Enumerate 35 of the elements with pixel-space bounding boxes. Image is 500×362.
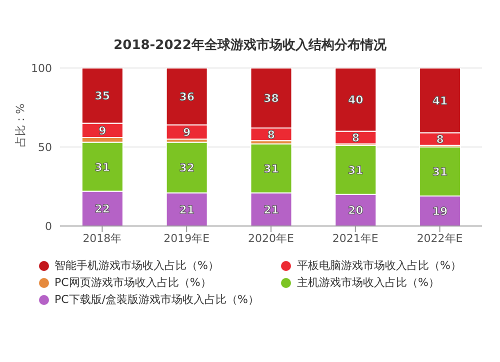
y-axis-title: 占比：% [14, 104, 27, 147]
y-tick-label: 0 [45, 220, 52, 233]
data-label: 8 [267, 128, 276, 142]
data-label: 20 [348, 204, 364, 218]
data-label: 21 [179, 203, 194, 216]
data-label: 38 [264, 92, 279, 106]
data-label: 21 [264, 203, 279, 216]
legend-label: PC网页游戏市场收入占比（%） [54, 275, 212, 290]
x-tick-label: 2022年E [416, 232, 463, 245]
x-tick-label: 2021年E [332, 232, 378, 245]
legend-label: PC下载版/盒装版游戏市场收入占比（%） [54, 292, 260, 307]
data-label: 40 [348, 94, 364, 107]
chart-title: 2018-2022年全球游戏市场收入结构分布情况 [112, 36, 388, 54]
data-label: 8 [352, 132, 360, 145]
data-label: 32 [179, 162, 194, 175]
data-label: 9 [98, 124, 106, 138]
data-label: 31 [432, 165, 448, 178]
data-label: 41 [432, 94, 448, 108]
data-label: 31 [264, 162, 279, 176]
x-tick-label: 2019年E [164, 232, 210, 245]
legend-label: 平板电脑游戏市场收入占比（%） [297, 258, 462, 273]
data-label: 31 [348, 164, 364, 177]
data-label: 35 [94, 90, 110, 103]
legend-label: 智能手机游戏市场收入占比（%） [54, 258, 219, 273]
data-label: 22 [94, 202, 110, 216]
data-label: 8 [436, 133, 444, 146]
x-tick-label: 2020年E [248, 232, 294, 245]
legend-label: 主机游戏市场收入占比（%） [297, 275, 440, 290]
x-tick-label: 2018年 [82, 232, 122, 245]
y-tick-label: 100 [31, 62, 52, 75]
data-label: 36 [179, 90, 195, 104]
y-tick-label: 50 [38, 140, 52, 154]
data-label: 19 [432, 204, 448, 218]
data-label: 9 [183, 126, 191, 139]
data-label: 31 [94, 160, 110, 174]
